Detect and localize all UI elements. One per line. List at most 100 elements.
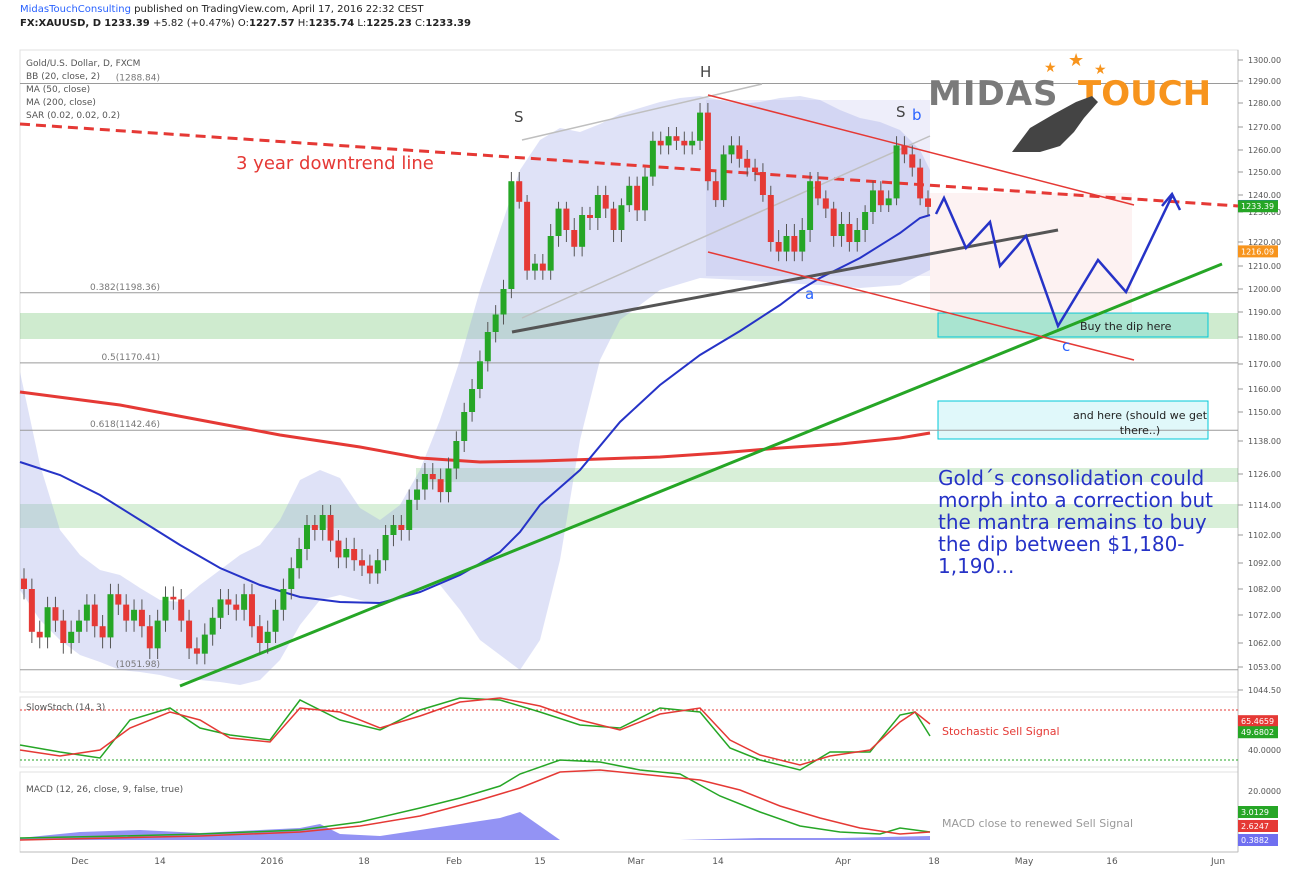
- wave-c-label: c: [1062, 337, 1071, 355]
- candle-body: [359, 560, 366, 566]
- candle-body: [539, 263, 546, 271]
- open-value: 1227.57: [248, 18, 295, 29]
- low-value: 1225.23: [366, 18, 412, 29]
- time-tick-label: 18: [358, 857, 370, 867]
- low-label: L:: [357, 18, 367, 29]
- price-tick-label: 1126.00: [1248, 470, 1281, 479]
- time-tick-label: 14: [154, 857, 166, 867]
- commentary-text: Gold´s consolidation could morph into a …: [938, 466, 1214, 578]
- price-change: +5.82 (+0.47%): [152, 18, 235, 29]
- candle-body: [579, 215, 586, 247]
- candle-body: [799, 230, 806, 252]
- candle-body: [374, 560, 381, 574]
- candle-body: [154, 620, 161, 649]
- candle-body: [610, 208, 617, 230]
- candle-body: [854, 230, 861, 242]
- candle-body: [445, 468, 452, 493]
- price-tick-label: 1210.00: [1248, 262, 1281, 271]
- candle-body: [901, 145, 908, 155]
- macd-badge: [1238, 834, 1278, 846]
- time-tick-label: May: [1015, 857, 1034, 867]
- candle-body: [712, 181, 719, 201]
- legend-ma200[interactable]: MA (200, close): [26, 98, 96, 108]
- time-tick-label: Jun: [1210, 857, 1225, 867]
- candle-body: [272, 609, 279, 632]
- fib-label: (1051.98): [116, 660, 160, 670]
- price-tick-label: 1180.00: [1248, 333, 1281, 342]
- candle-body: [869, 190, 876, 212]
- fib-label: 0.618(1142.46): [90, 420, 160, 430]
- candle-body: [461, 412, 468, 441]
- stoch-badge: [1238, 726, 1278, 739]
- candle-body: [807, 181, 814, 230]
- stoch-tick-label: 40.0000: [1248, 746, 1281, 755]
- candle-body: [830, 208, 837, 236]
- author-link[interactable]: MidasTouchConsulting: [20, 4, 131, 15]
- candle-body: [775, 242, 782, 252]
- candle-body: [233, 604, 240, 610]
- logo-word-touch: TOUCH: [1078, 74, 1212, 114]
- candle-body: [303, 525, 310, 549]
- price-badge-label: 1216.09: [1241, 247, 1274, 256]
- price-tick-label: 1138.00: [1248, 437, 1281, 446]
- candle-body: [382, 535, 389, 561]
- time-tick-label: 18: [928, 857, 940, 867]
- candle-body: [264, 631, 271, 643]
- support-zone-1126: [416, 468, 1238, 482]
- candle-body: [594, 195, 601, 218]
- candle-body: [398, 525, 405, 530]
- price-axis: 1300.00 1290.00 1280.00 1270.00 1260.00 1250.…: [1238, 56, 1281, 695]
- candle-body: [248, 594, 255, 627]
- candle-body: [736, 145, 743, 159]
- candle-body: [123, 604, 130, 621]
- macd-signal-line: [19, 769, 931, 841]
- candle-body: [877, 190, 884, 206]
- candle-body: [681, 140, 688, 146]
- candle-body: [138, 609, 145, 627]
- price-tick-label: 1072.00: [1248, 611, 1281, 620]
- legend-sar[interactable]: SAR (0.02, 0.02, 0.2): [26, 111, 121, 121]
- candle-body: [60, 620, 67, 643]
- ma50-line: [19, 214, 931, 605]
- wave-b-label: b: [912, 106, 922, 124]
- candle-body: [421, 474, 428, 490]
- candle-body: [186, 620, 193, 649]
- head-label: H: [700, 63, 712, 81]
- price-tick-label: 1250.00: [1248, 168, 1281, 177]
- channel-top-grey: [521, 83, 763, 141]
- time-tick-label: Dec: [71, 857, 88, 867]
- legend-bb[interactable]: BB (20, close, 2): [26, 72, 101, 82]
- publish-line: MidasTouchConsulting published on Tradin…: [20, 4, 424, 15]
- candle-body: [767, 195, 774, 242]
- candle-body: [634, 185, 641, 211]
- indicator-legend: Gold/U.S. Dollar, D, FXCM BB (20, close,…: [26, 58, 140, 123]
- stoch-badge: [1238, 715, 1278, 728]
- candle-body: [704, 112, 711, 182]
- candle-body: [178, 599, 185, 621]
- macd-title[interactable]: MACD (12, 26, close, 9, false, true): [26, 785, 184, 795]
- candle-body: [783, 236, 790, 252]
- ohlc-line: FX:XAUUSD, D 1233.39 +5.82 (+0.47%) O:12…: [20, 18, 471, 29]
- time-tick-label: 14: [712, 857, 724, 867]
- support-zone-1110: [20, 504, 1238, 528]
- stoch-title[interactable]: SlowStoch (14, 3): [26, 703, 106, 713]
- candle-body: [99, 626, 106, 638]
- channel-top-red: [707, 94, 1135, 206]
- macd-badge: [1238, 806, 1278, 818]
- price-badge: [1238, 200, 1278, 213]
- and-here-label: and here (should we get there..): [1072, 409, 1208, 437]
- candle-body: [697, 112, 704, 141]
- macd-histogram: [20, 812, 930, 840]
- time-tick-label: Mar: [628, 857, 645, 867]
- candle-body: [319, 515, 326, 530]
- legend-ma50[interactable]: MA (50, close): [26, 85, 91, 95]
- candle-body: [36, 631, 43, 638]
- candle-body: [335, 540, 342, 558]
- candle-body: [44, 607, 51, 638]
- uptrend-line: [179, 262, 1223, 688]
- candle-body: [83, 604, 90, 621]
- candle-body: [925, 198, 931, 207]
